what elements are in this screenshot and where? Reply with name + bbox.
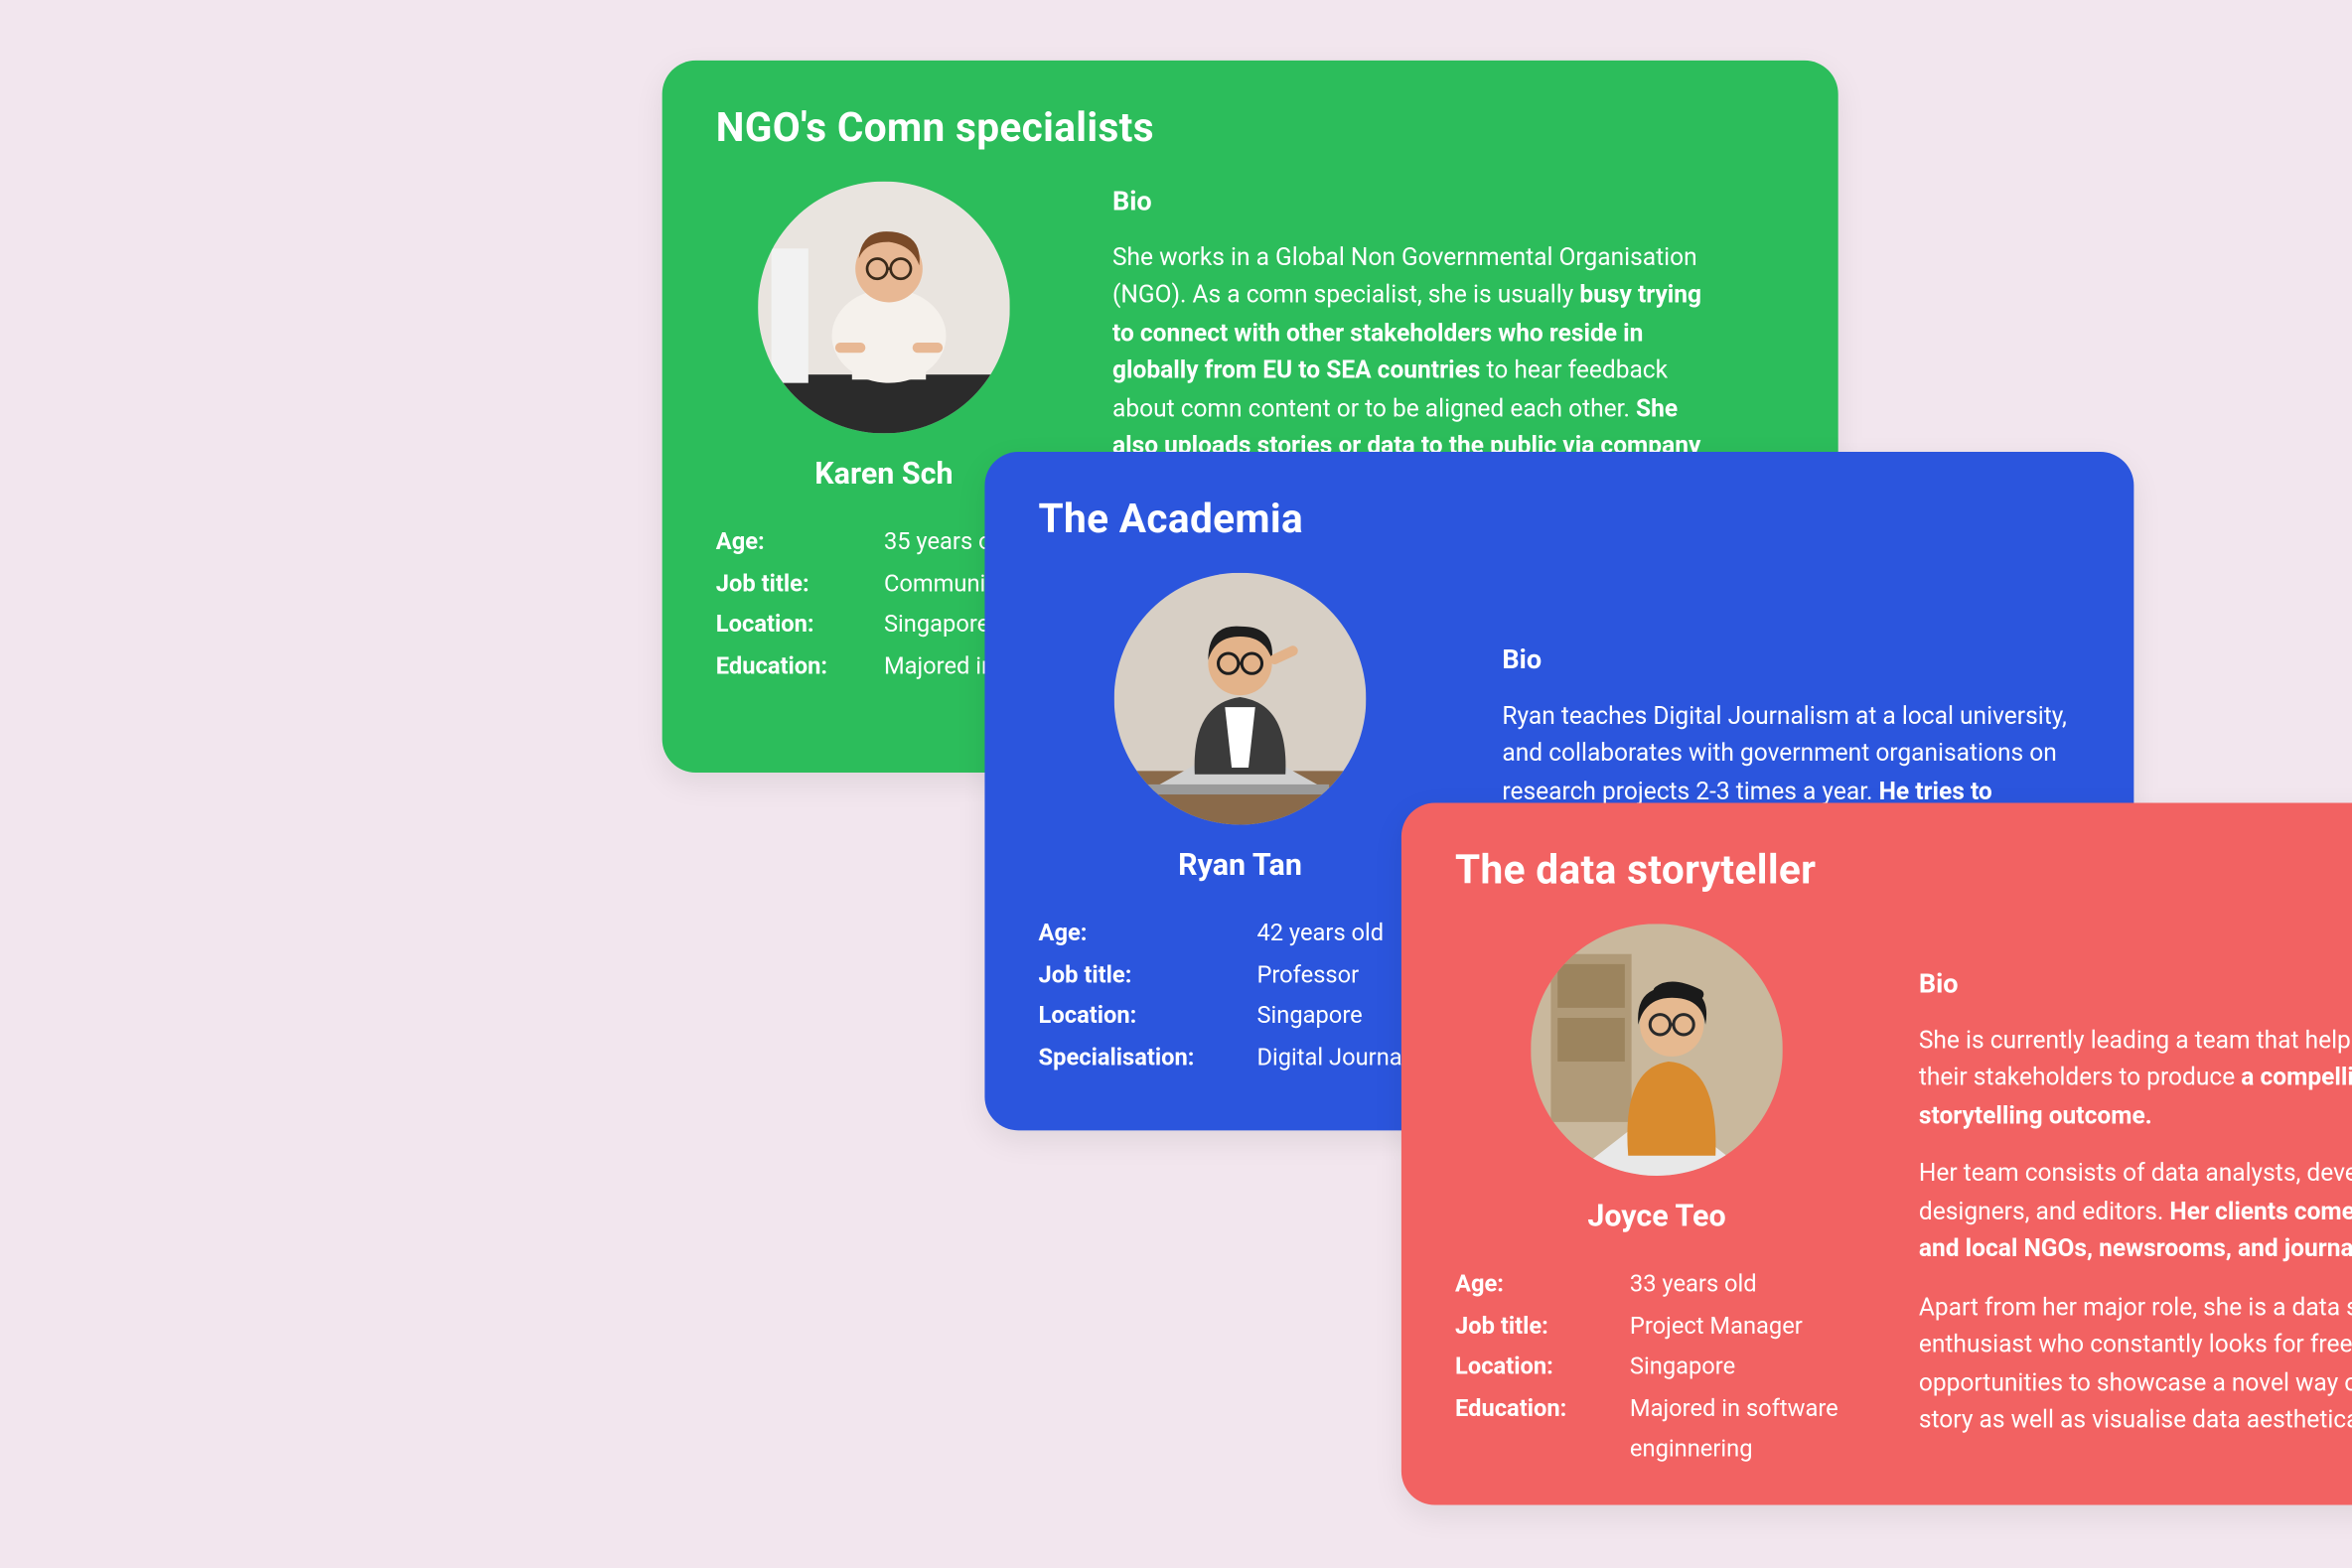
field-label: Education: bbox=[716, 645, 854, 686]
person-name: Karen Sch bbox=[814, 457, 953, 493]
bio-heading: Bio bbox=[1919, 964, 2352, 1006]
avatar-illustration bbox=[1114, 573, 1367, 825]
field-value: Singapore bbox=[1256, 996, 1362, 1037]
avatar-illustration bbox=[758, 182, 1010, 434]
bio-heading: Bio bbox=[1502, 640, 2080, 681]
card-title: The data storyteller bbox=[1455, 846, 2352, 893]
person-name: Ryan Tan bbox=[1178, 848, 1302, 884]
field-row: Age: 33 years old bbox=[1455, 1265, 1959, 1306]
avatar bbox=[758, 182, 1010, 434]
card-body: Joyce Teo Age: 33 years old Job title: Pro… bbox=[1455, 924, 2352, 1471]
avatar-illustration bbox=[1531, 924, 1783, 1176]
field-row: Job title: Project Manager bbox=[1455, 1306, 1959, 1347]
field-label: Location: bbox=[1039, 996, 1227, 1037]
card-title: NGO's Comn specialists bbox=[716, 104, 1785, 151]
bio-paragraph: Her team consists of data analysts, deve… bbox=[1919, 1156, 2352, 1269]
field-label: Age: bbox=[1455, 1265, 1599, 1306]
field-label: Location: bbox=[1455, 1348, 1599, 1388]
field-label: Age: bbox=[1039, 914, 1227, 954]
field-row: Location: Singapore bbox=[1455, 1348, 1959, 1388]
field-value: Singapore bbox=[1630, 1348, 1735, 1388]
field-label: Location: bbox=[716, 605, 854, 645]
field-label: Age: bbox=[716, 522, 854, 563]
card-title: The Academia bbox=[1039, 496, 2081, 542]
person-name: Joyce Teo bbox=[1587, 1200, 1725, 1235]
field-value: Singapore bbox=[884, 605, 989, 645]
field-value: Project Manager bbox=[1630, 1306, 1803, 1347]
field-label: Job title: bbox=[1039, 955, 1227, 996]
bio-paragraph: Apart from her major role, she is a data… bbox=[1919, 1289, 2352, 1440]
field-label: Job title: bbox=[716, 563, 854, 604]
field-label: Specialisation: bbox=[1039, 1037, 1227, 1077]
avatar bbox=[1531, 924, 1783, 1176]
bio-paragraph: She is currently leading a team that hel… bbox=[1919, 1023, 2352, 1136]
field-label: Job title: bbox=[1455, 1306, 1599, 1347]
field-value: Professor bbox=[1256, 955, 1359, 996]
field-value: 33 years old bbox=[1630, 1265, 1757, 1306]
field-row: Education: Majored in software enginnerin… bbox=[1455, 1388, 1959, 1471]
card-left-column: Joyce Teo Age: 33 years old Job title: Pro… bbox=[1455, 924, 1858, 1471]
card-left-column: Ryan Tan Age: 42 years old Job title: Prof… bbox=[1039, 573, 1442, 1078]
field-label: Education: bbox=[1455, 1388, 1599, 1471]
persona-cards-stage: NGO's Comn specialists bbox=[481, 0, 2352, 1567]
field-value: Majored in software enginnering bbox=[1630, 1388, 1960, 1471]
avatar bbox=[1114, 573, 1367, 825]
card-right-column: Bio She is currently leading a team that… bbox=[1919, 924, 2352, 1460]
fields-list: Age: 33 years old Job title: Project Manag… bbox=[1455, 1265, 1959, 1471]
field-value: 42 years old bbox=[1256, 914, 1384, 954]
bio-heading: Bio bbox=[1112, 182, 1717, 223]
persona-card-storyteller: The data storyteller bbox=[1401, 803, 2352, 1505]
